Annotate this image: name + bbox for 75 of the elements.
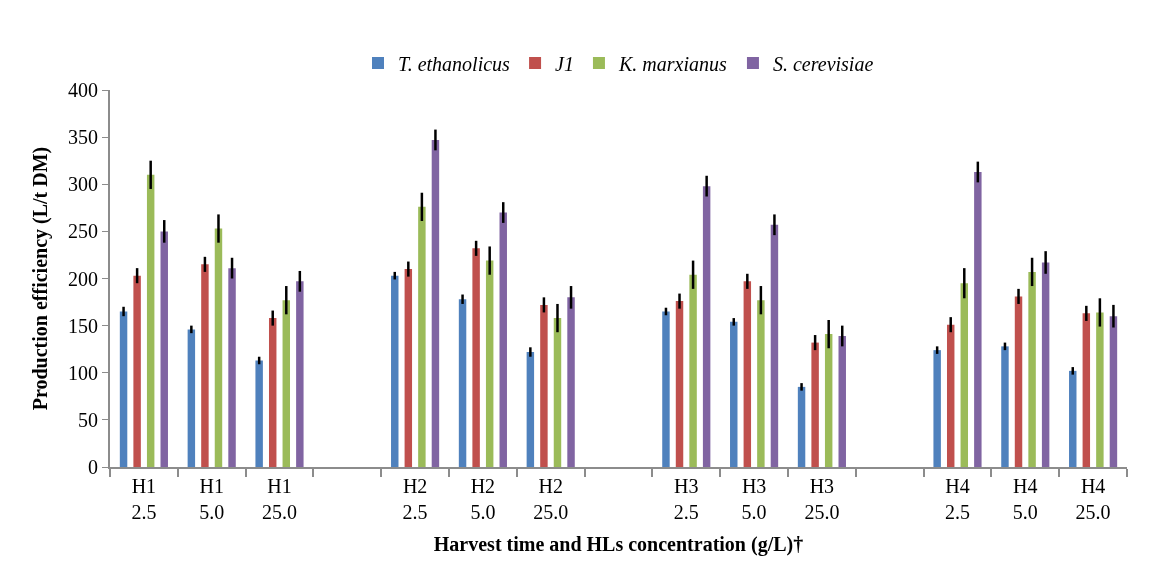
bar (1001, 346, 1009, 467)
bar (974, 172, 982, 467)
y-tick-label: 200 (68, 267, 98, 290)
bar (391, 275, 399, 467)
bar (119, 311, 128, 467)
bar (1082, 313, 1091, 467)
bar (404, 269, 413, 467)
x-tick-label: H2 5.0 (470, 475, 496, 523)
bar (1069, 370, 1077, 467)
bar (540, 304, 548, 467)
bar (689, 274, 697, 467)
bar (757, 300, 765, 467)
bar (526, 352, 535, 467)
bar (567, 297, 575, 467)
bar (946, 324, 955, 467)
bar (133, 275, 141, 467)
y-tick-label: 300 (68, 173, 98, 196)
x-tick-label: H3 2.5 (673, 475, 699, 523)
x-tick-label: H1 25.0 (262, 475, 297, 523)
bar (214, 228, 223, 467)
bar (811, 342, 819, 467)
bar (228, 268, 236, 467)
bar (1041, 262, 1050, 467)
x-tick-label: H2 2.5 (402, 475, 428, 523)
bar (743, 281, 752, 467)
bar (675, 301, 684, 467)
legend-label: J1 (555, 52, 574, 75)
bar (472, 248, 480, 467)
bar (418, 206, 426, 467)
bar (187, 329, 196, 467)
y-tick-label: 250 (68, 220, 98, 243)
bar (431, 139, 440, 467)
bar (1028, 271, 1036, 467)
bar (255, 360, 263, 467)
bar (201, 264, 209, 467)
y-tick-label: 50 (78, 408, 98, 431)
bar (770, 224, 779, 467)
x-tick-label: H4 2.5 (945, 475, 970, 523)
bar (296, 281, 304, 467)
bar (960, 283, 969, 467)
legend-label: K. marxianus (617, 52, 727, 75)
bar (797, 386, 806, 467)
x-tick-label: H1 5.0 (199, 475, 225, 523)
bar (458, 299, 467, 467)
bar (282, 300, 291, 467)
x-tick-label: H2 25.0 (533, 475, 569, 523)
y-tick-label: 100 (68, 361, 98, 384)
bar (702, 186, 711, 467)
bar (824, 334, 833, 467)
bar (268, 318, 277, 467)
y-tick-label: 350 (68, 126, 98, 149)
bar (146, 174, 155, 467)
bar (933, 350, 941, 467)
legend-label: S. cerevisiae (772, 52, 874, 75)
bar (662, 311, 670, 467)
bar (1014, 296, 1023, 467)
y-axis-title: Production efficiency (L/t DM) (29, 146, 52, 411)
x-tick-label: H4 5.0 (1012, 475, 1038, 523)
y-tick-label: 0 (88, 456, 98, 478)
x-tick-label: H3 25.0 (804, 475, 840, 523)
bar (553, 318, 562, 467)
legend-label: T. ethanolicus (398, 52, 511, 75)
bar (499, 212, 507, 467)
y-tick-label: 150 (68, 314, 98, 337)
bar (730, 321, 738, 467)
x-tick-label: H1 2.5 (131, 475, 157, 523)
bar (1109, 316, 1118, 467)
x-axis-title: Harvest time and HLs concentration (g/L)† (433, 533, 804, 556)
x-tick-label: H3 5.0 (741, 475, 767, 523)
bar (485, 260, 494, 467)
bar (160, 231, 168, 467)
x-tick-label: H4 25.0 (1075, 475, 1111, 523)
y-tick-label: 400 (68, 79, 98, 101)
bar (838, 335, 846, 467)
bar (1096, 312, 1104, 467)
